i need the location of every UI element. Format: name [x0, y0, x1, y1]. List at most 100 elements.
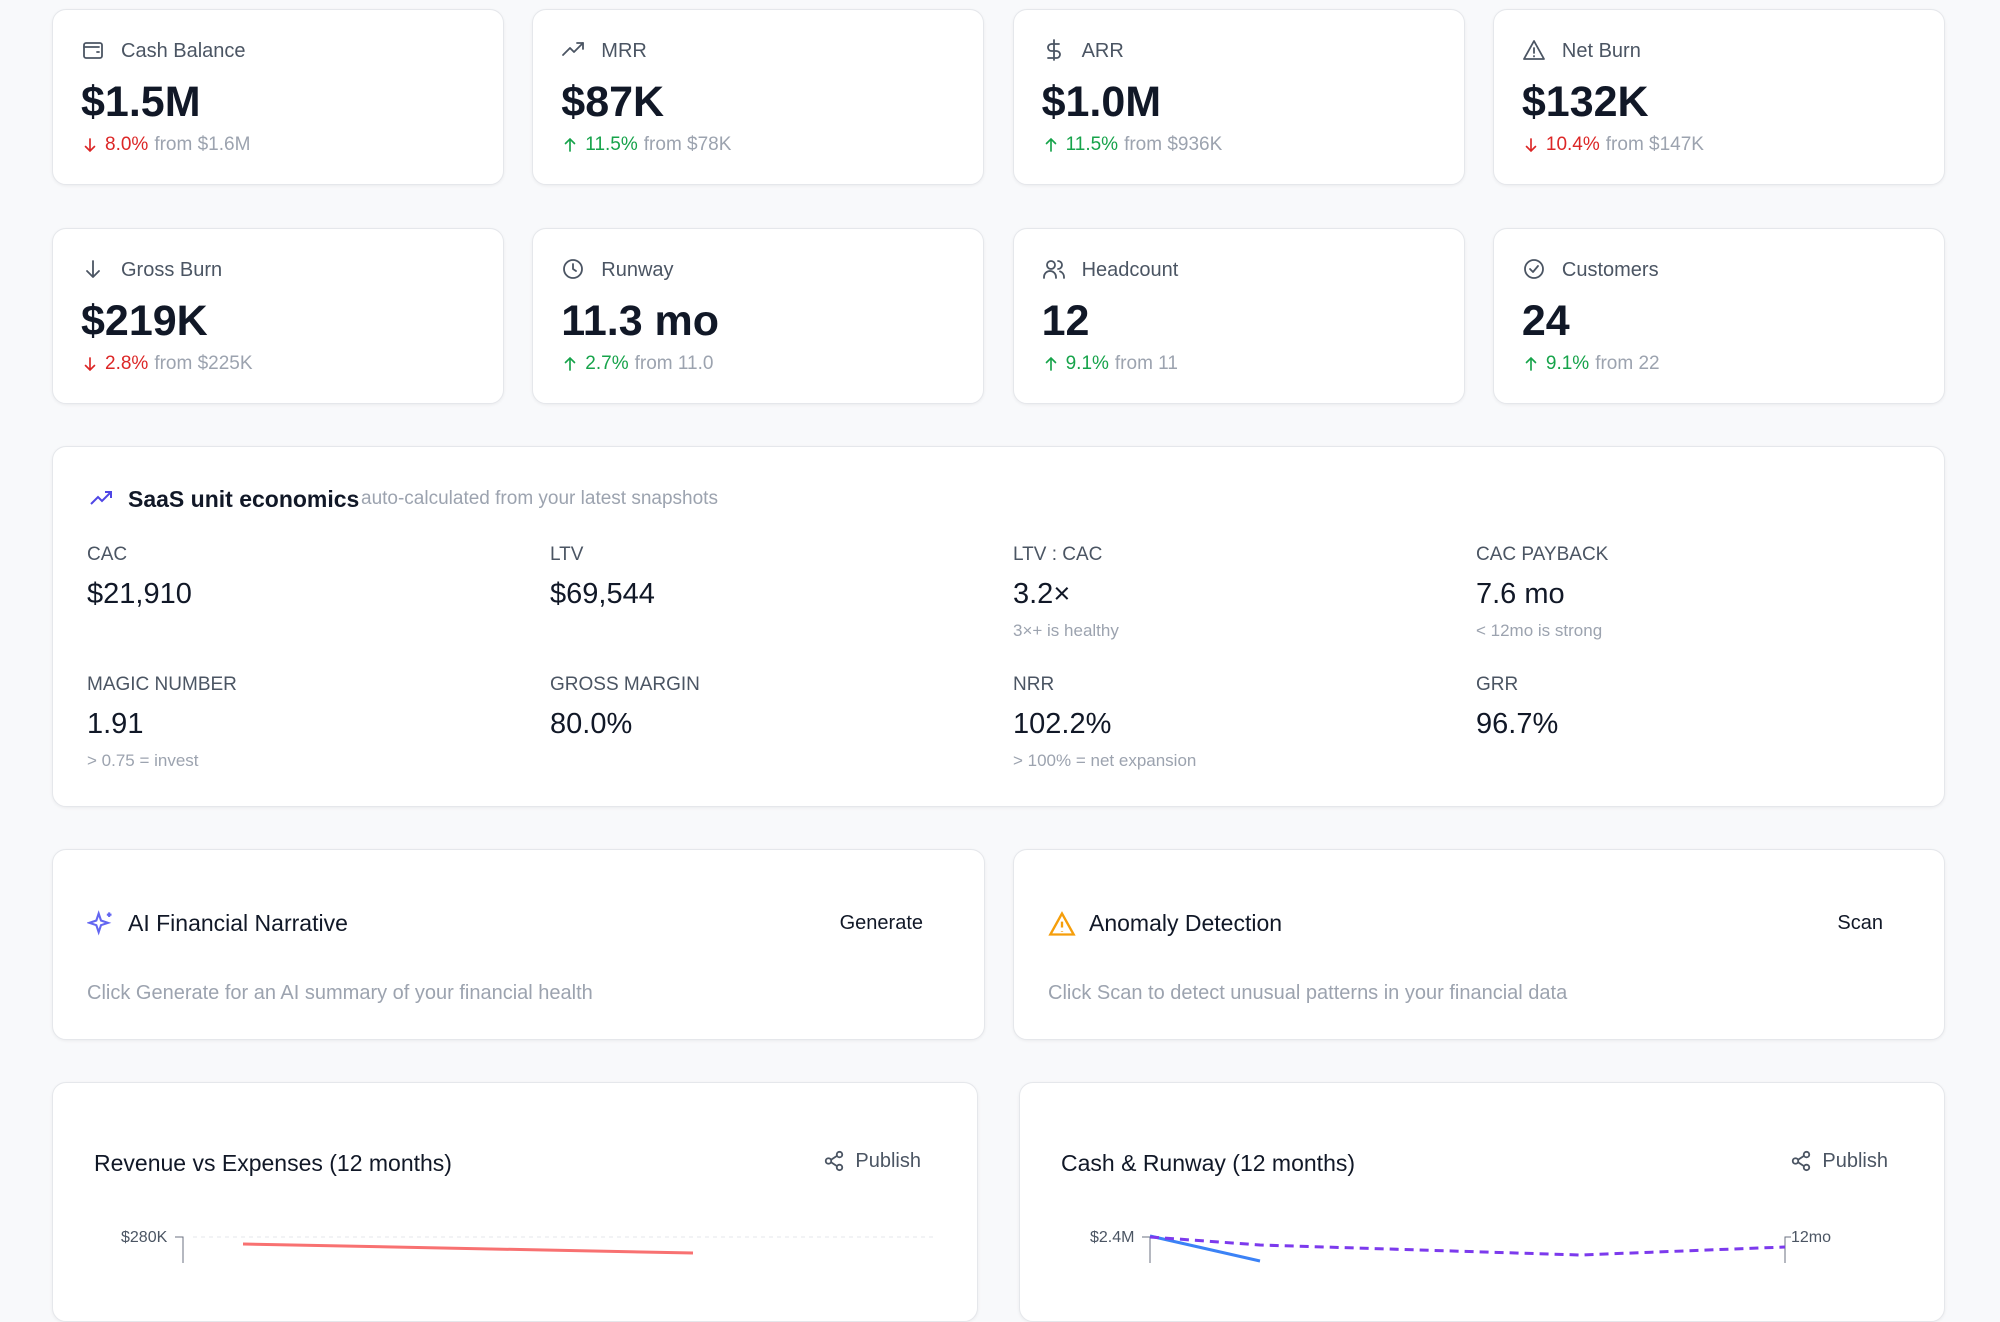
kpi-label: ARR — [1081, 40, 1124, 62]
kpi-label: Customers — [1561, 259, 1659, 281]
kpi-icon — [1042, 260, 1065, 279]
change-from: from $78K — [643, 134, 732, 155]
scan-button[interactable]: Scan — [1837, 912, 1883, 934]
kpi-value: 12 — [1041, 297, 1090, 345]
card-text: Click Scan to detect unusual patterns in… — [1048, 982, 1568, 1004]
change-from: from $1.6M — [154, 134, 251, 155]
chart-card: Cash & Runway (12 months) Publish $2.4M … — [1019, 1082, 1945, 1322]
trend-arrow — [1045, 356, 1056, 371]
kpi-icon — [83, 42, 103, 59]
card-title: Anomaly Detection — [1089, 910, 1283, 936]
trend-arrow — [1525, 356, 1537, 371]
change-pct: 9.1% — [1065, 353, 1109, 374]
trend-icon — [90, 491, 112, 505]
metric-value: 3.2× — [1013, 578, 1071, 610]
publish-button[interactable]: Publish — [823, 1148, 921, 1174]
kpi-value: 24 — [1521, 297, 1570, 345]
warning-icon — [1048, 911, 1076, 936]
metric-note: 3×+ is healthy — [1013, 621, 1119, 640]
change-pct: 2.7% — [585, 353, 629, 374]
change-from: from 11.0 — [634, 353, 714, 374]
kpi-card: Gross Burn $219K 2.8% from $225K — [52, 228, 504, 404]
metric-value: $69,544 — [550, 578, 655, 610]
metric-label: GROSS MARGIN — [550, 674, 700, 695]
trend-arrow — [564, 137, 576, 152]
kpi-card: MRR $87K 11.5% from $78K — [532, 9, 985, 185]
publish-label: Publish — [1822, 1150, 1888, 1172]
trend-arrow — [564, 356, 576, 371]
kpi-label: Runway — [601, 259, 674, 281]
metric-value: $21,910 — [87, 578, 192, 610]
anomaly-card: Anomaly Detection Scan Click Scan to det… — [1013, 849, 1945, 1040]
kpi-card: Cash Balance $1.5M 8.0% from $1.6M — [52, 9, 504, 185]
kpi-change: 2.8% from $225K — [81, 352, 253, 376]
change-pct: 9.1% — [1545, 353, 1590, 374]
kpi-card: Customers 24 9.1% from 22 — [1492, 228, 1945, 404]
metric-value: 102.2% — [1013, 708, 1112, 740]
card-title: AI Financial Narrative — [128, 910, 348, 936]
trend-arrow — [1045, 137, 1056, 152]
kpi-label: Net Burn — [1561, 40, 1641, 62]
publish-button[interactable]: Publish — [1790, 1148, 1888, 1174]
kpi-change: 2.7% from 11.0 — [561, 352, 713, 376]
metric-label: NRR — [1013, 674, 1055, 695]
metric-value: 80.0% — [550, 708, 633, 740]
kpi-change: 11.5% from $78K — [561, 133, 731, 157]
metric-label: LTV : CAC — [1013, 544, 1103, 565]
kpi-value: $1.0M — [1041, 78, 1162, 126]
metric-label: GRR — [1476, 674, 1519, 695]
kpi-label: Headcount — [1081, 259, 1179, 281]
kpi-change: 11.5% from $936K — [1042, 133, 1223, 157]
chart-title: Cash & Runway (12 months) — [1061, 1150, 1356, 1176]
section-title: SaaS unit economics — [128, 486, 360, 512]
kpi-change: 10.4% from $147K — [1522, 133, 1704, 157]
kpi-icon — [1523, 259, 1544, 279]
sparkle-icon — [87, 910, 112, 936]
kpi-value: 11.3 mo — [561, 297, 720, 345]
publish-label: Publish — [855, 1150, 921, 1172]
change-pct: 11.5% — [1065, 134, 1119, 155]
change-from: from $936K — [1124, 134, 1223, 155]
metric-label: CAC — [87, 544, 128, 565]
change-pct: 2.8% — [105, 353, 149, 374]
metric-value: 7.6 mo — [1476, 578, 1565, 610]
change-pct: 11.5% — [585, 134, 638, 155]
kpi-icon — [562, 42, 585, 56]
change-from: from 22 — [1595, 353, 1660, 374]
kpi-label: MRR — [601, 40, 647, 62]
unit-economics-card: SaaS unit economics auto-calculated from… — [52, 446, 1945, 807]
kpi-value: $132K — [1521, 78, 1649, 126]
kpi-card: Runway 11.3 mo 2.7% from 11.0 — [532, 228, 985, 404]
kpi-card: Net Burn $132K 10.4% from $147K — [1492, 9, 1945, 185]
trend-arrow — [84, 138, 96, 153]
page: Cash Balance $1.5M 8.0% from $1.6M MRR $8… — [52, 9, 1945, 1322]
metric-note: < 12mo is strong — [1476, 621, 1603, 640]
kpi-change: 8.0% from $1.6M — [81, 133, 250, 157]
metric-label: MAGIC NUMBER — [87, 674, 237, 695]
kpi-value: $87K — [561, 78, 665, 126]
kpi-icon — [1046, 39, 1061, 61]
change-from: from $147K — [1605, 134, 1704, 155]
chart-plot — [1142, 1234, 1791, 1263]
card-text: Click Generate for an AI summary of your… — [87, 982, 593, 1004]
kpi-icon — [1522, 40, 1545, 60]
chart-title: Revenue vs Expenses (12 months) — [94, 1150, 452, 1176]
y2-tick-label: 12mo — [1791, 1229, 1832, 1246]
metric-value: 1.91 — [87, 708, 144, 740]
chart-card: Revenue vs Expenses (12 months) Publish … — [52, 1082, 978, 1322]
metric-note: > 100% = net expansion — [1013, 751, 1197, 770]
kpi-label: Cash Balance — [121, 40, 246, 62]
trend-arrow — [84, 357, 96, 372]
narrative-card: AI Financial Narrative Generate Click Ge… — [52, 849, 985, 1040]
metric-note: > 0.75 = invest — [87, 751, 199, 770]
metric-label: LTV — [550, 544, 584, 565]
y-tick-label: $2.4M — [1090, 1229, 1135, 1246]
generate-button[interactable]: Generate — [839, 912, 923, 934]
metric-label: CAC PAYBACK — [1476, 544, 1609, 565]
change-from: from $225K — [154, 353, 253, 374]
metric-value: 96.7% — [1476, 708, 1559, 740]
chart-plot — [175, 1236, 933, 1263]
change-pct: 8.0% — [105, 134, 149, 155]
kpi-card: Headcount 12 9.1% from 11 — [1012, 228, 1465, 404]
section-subtitle: auto-calculated from your latest snapsho… — [361, 488, 718, 509]
